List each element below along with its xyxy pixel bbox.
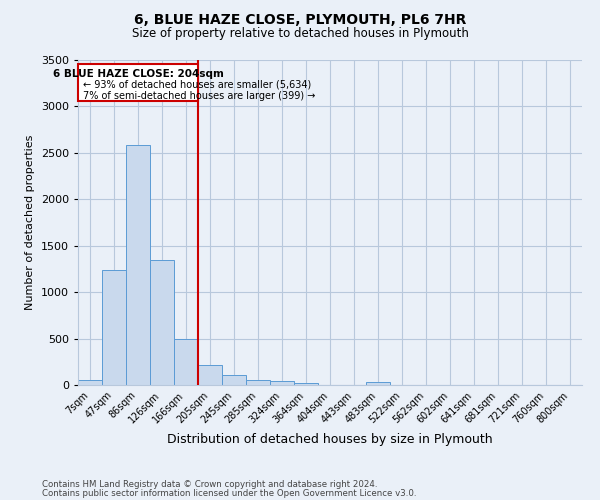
X-axis label: Distribution of detached houses by size in Plymouth: Distribution of detached houses by size … (167, 433, 493, 446)
Bar (294, 383, 318, 385)
Text: 6 BLUE HAZE CLOSE: 204sqm: 6 BLUE HAZE CLOSE: 204sqm (53, 69, 223, 79)
Bar (102, 270, 126, 385)
Text: Contains public sector information licensed under the Open Government Licence v3: Contains public sector information licen… (42, 488, 416, 498)
Text: 6, BLUE HAZE CLOSE, PLYMOUTH, PL6 7HR: 6, BLUE HAZE CLOSE, PLYMOUTH, PL6 7HR (134, 12, 466, 26)
FancyBboxPatch shape (78, 64, 198, 102)
Text: Size of property relative to detached houses in Plymouth: Size of property relative to detached ho… (131, 28, 469, 40)
Bar (150, 260, 174, 385)
Bar (126, 144, 150, 385)
Bar (366, 382, 390, 385)
Text: Contains HM Land Registry data © Crown copyright and database right 2024.: Contains HM Land Registry data © Crown c… (42, 480, 377, 489)
Text: ← 93% of detached houses are smaller (5,634): ← 93% of detached houses are smaller (5,… (83, 80, 311, 90)
Bar (198, 365, 222, 385)
Bar (222, 375, 246, 385)
Bar (270, 382, 294, 385)
Bar (78, 380, 102, 385)
Y-axis label: Number of detached properties: Number of detached properties (25, 135, 35, 310)
Text: 7% of semi-detached houses are larger (399) →: 7% of semi-detached houses are larger (3… (83, 90, 315, 101)
Bar (246, 380, 270, 385)
Bar (174, 338, 198, 385)
